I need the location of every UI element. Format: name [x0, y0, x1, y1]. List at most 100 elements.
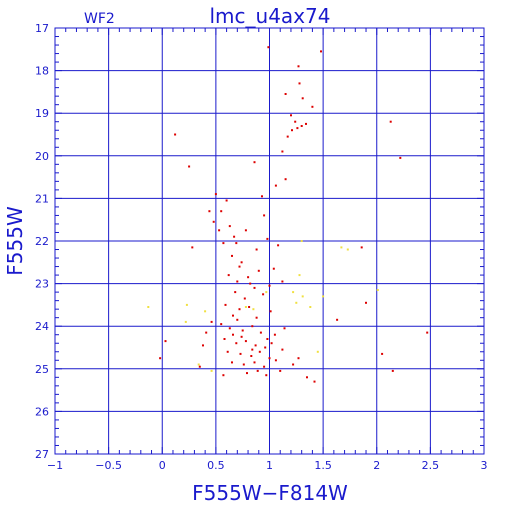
star-point — [249, 282, 252, 285]
star-point — [240, 261, 243, 264]
star-point — [231, 254, 233, 257]
star-point-secondary — [300, 240, 303, 242]
star-point-secondary — [147, 306, 150, 308]
star-point — [257, 269, 260, 272]
x-tick-label: 3 — [481, 459, 488, 472]
star-point — [210, 320, 213, 323]
star-point — [360, 246, 363, 249]
star-point — [269, 310, 272, 313]
star-point — [220, 210, 223, 213]
star-point — [336, 318, 339, 321]
star-point — [205, 331, 208, 334]
x-tick-label: 1.5 — [314, 459, 332, 472]
star-point — [286, 135, 289, 138]
star-point — [240, 335, 243, 338]
star-point — [313, 380, 316, 383]
chart-title: lmc_u4ax74 — [210, 4, 331, 28]
star-point — [263, 214, 266, 217]
star-point-secondary — [184, 320, 187, 323]
star-point — [250, 355, 253, 357]
y-axis-title: F555W — [3, 206, 27, 276]
star-point — [311, 105, 314, 108]
star-point — [231, 361, 233, 364]
star-point — [244, 340, 247, 343]
data-points — [147, 46, 429, 383]
x-tick-label: −1 — [47, 459, 63, 472]
star-point — [263, 365, 266, 368]
star-point — [261, 195, 263, 198]
star-point — [236, 280, 239, 283]
y-tick-label: 23 — [35, 278, 49, 291]
star-point — [248, 306, 251, 308]
grid — [55, 28, 484, 454]
star-point-secondary — [309, 306, 312, 308]
y-tick-label: 21 — [35, 192, 49, 205]
star-point — [277, 244, 280, 247]
star-point-secondary — [301, 295, 304, 298]
star-point — [232, 314, 234, 317]
y-tick-label: 19 — [35, 107, 49, 120]
star-point — [225, 199, 228, 202]
star-point — [223, 338, 226, 340]
star-point — [305, 122, 307, 125]
y-tick-label: 27 — [35, 448, 49, 461]
x-tick-label: 0 — [159, 459, 166, 472]
star-point — [247, 276, 250, 279]
star-point — [244, 229, 247, 232]
star-point — [222, 374, 225, 377]
star-point-secondary — [298, 274, 301, 277]
star-point — [290, 114, 292, 117]
star-point — [268, 357, 271, 360]
y-tick-label: 17 — [35, 22, 49, 35]
star-point — [234, 291, 237, 294]
tick-labels: −1 −0.5 0 0.5 1 1.5 2 2.5 3 17 18 19 20 21 22 23 24 25 26 2… — [35, 22, 488, 472]
star-point — [320, 50, 322, 53]
star-point — [235, 242, 238, 245]
y-tick-label: 22 — [35, 235, 49, 248]
star-point — [281, 150, 284, 153]
star-point — [226, 350, 229, 353]
star-point — [242, 363, 245, 366]
star-point — [281, 280, 284, 283]
star-point — [273, 333, 276, 336]
y-tick-label: 18 — [35, 65, 49, 78]
star-point-secondary — [376, 289, 379, 291]
x-tick-label: −0.5 — [95, 459, 122, 472]
star-point — [235, 342, 238, 345]
x-axis-title: F555W−F814W — [192, 481, 348, 505]
x-tick-label: 0.5 — [207, 459, 225, 472]
star-point — [214, 193, 217, 196]
star-point — [298, 82, 301, 85]
star-point — [300, 125, 303, 127]
y-tick-label: 26 — [35, 405, 49, 418]
star-point-secondary — [322, 295, 325, 298]
star-point — [239, 352, 242, 355]
star-point — [238, 308, 241, 311]
star-point — [218, 229, 221, 232]
star-point — [264, 346, 267, 349]
star-point — [265, 374, 268, 377]
star-point-secondary — [197, 363, 200, 366]
star-point-secondary — [295, 301, 298, 304]
star-point — [291, 129, 293, 132]
star-point-secondary — [265, 291, 268, 294]
star-point — [159, 357, 162, 360]
star-point — [220, 323, 223, 326]
star-point-secondary — [292, 291, 295, 294]
star-point — [272, 267, 275, 270]
star-point — [233, 235, 236, 238]
star-point — [381, 352, 384, 355]
star-point — [306, 376, 308, 379]
star-point — [301, 97, 304, 100]
star-point — [174, 133, 177, 136]
y-tick-label: 24 — [35, 320, 49, 333]
star-point — [283, 327, 286, 330]
star-point — [391, 369, 394, 372]
star-point — [191, 246, 194, 249]
star-point — [227, 274, 230, 277]
star-point — [258, 350, 261, 353]
star-point — [259, 331, 262, 334]
star-point — [236, 318, 239, 321]
star-point — [281, 348, 284, 351]
